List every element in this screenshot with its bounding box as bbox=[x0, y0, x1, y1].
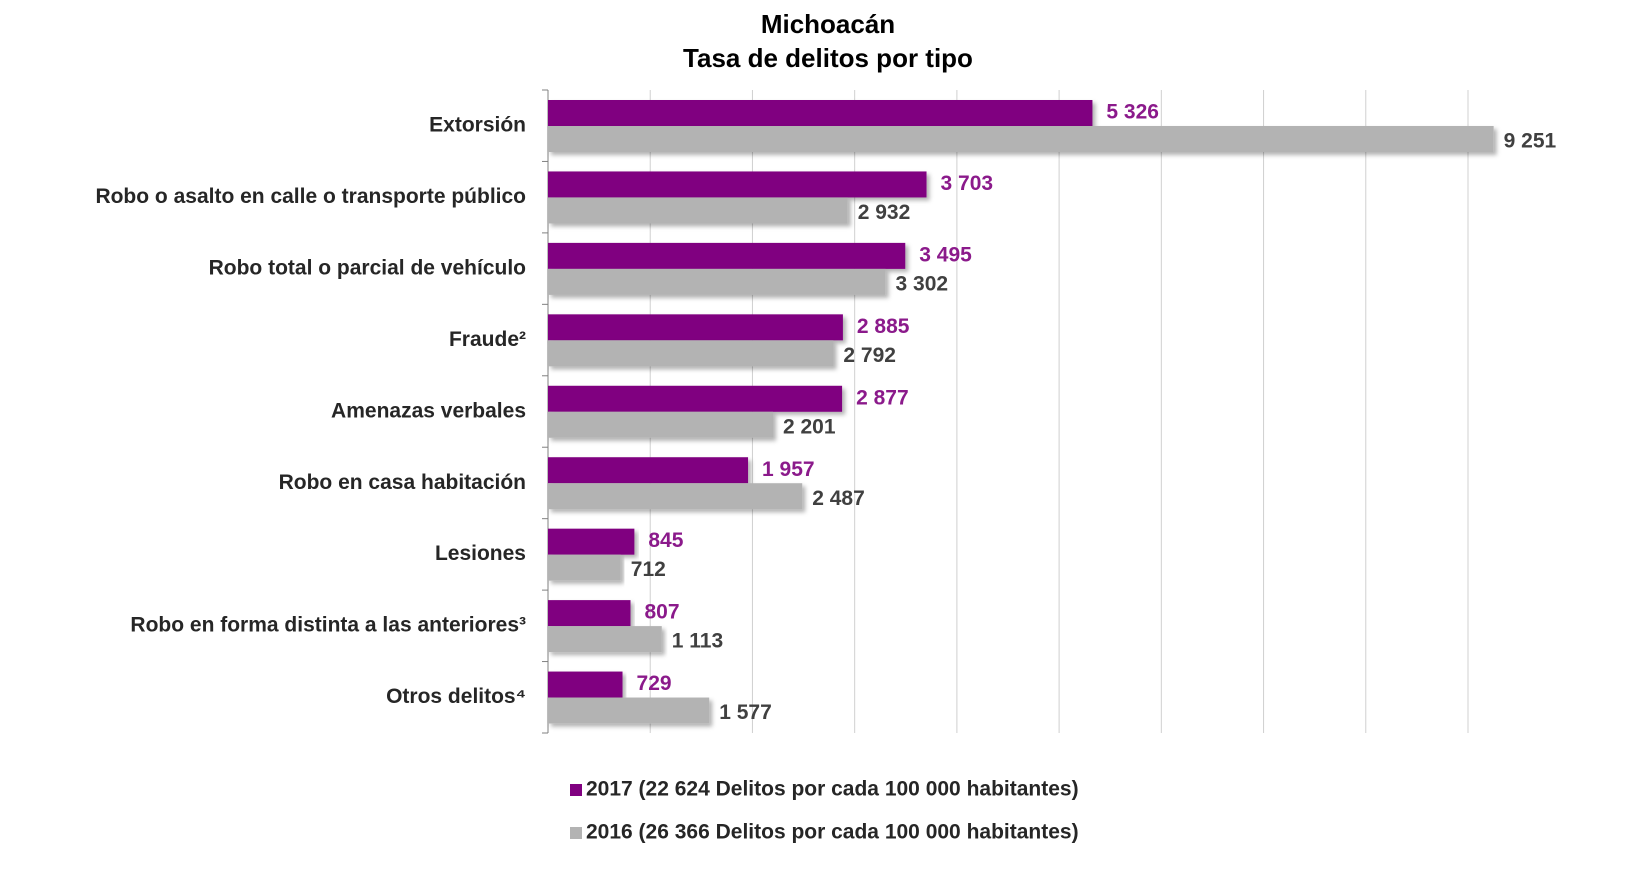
data-label: 712 bbox=[631, 558, 666, 581]
y-tick-label: Otros delitos⁴ bbox=[386, 685, 526, 708]
y-tick-label: Robo en casa habitación bbox=[279, 471, 526, 494]
data-label: 807 bbox=[644, 601, 679, 624]
y-tick-label: Robo o asalto en calle o transporte públ… bbox=[95, 185, 526, 208]
y-tick-label: Lesiones bbox=[435, 542, 526, 565]
chart-title: Michoacán bbox=[761, 9, 895, 39]
bar bbox=[548, 126, 1494, 152]
data-label: 845 bbox=[648, 529, 683, 552]
bar bbox=[548, 528, 635, 555]
bar bbox=[548, 600, 631, 627]
bar bbox=[548, 268, 886, 295]
bar bbox=[548, 554, 621, 581]
data-label: 2 487 bbox=[812, 487, 865, 510]
data-label: 2 201 bbox=[783, 415, 836, 438]
bar bbox=[548, 197, 848, 224]
y-tick-label: Amenazas verbales bbox=[331, 399, 526, 422]
data-label: 3 302 bbox=[896, 272, 949, 295]
data-label: 2 792 bbox=[843, 344, 896, 367]
y-tick-label: Extorsión bbox=[429, 114, 526, 137]
bar bbox=[548, 411, 773, 438]
data-label: 2 877 bbox=[856, 386, 909, 409]
y-tick-label: Robo total o parcial de vehículo bbox=[209, 256, 526, 279]
bar bbox=[548, 385, 843, 412]
y-tick-label: Robo en forma distinta a las anteriores³ bbox=[130, 614, 526, 637]
legend-swatch bbox=[570, 784, 582, 796]
data-label: 2 885 bbox=[857, 315, 910, 338]
data-label: 9 251 bbox=[1504, 130, 1557, 153]
chart-subtitle: Tasa de delitos por tipo bbox=[683, 43, 973, 73]
bar bbox=[548, 626, 662, 653]
bar bbox=[548, 671, 623, 698]
data-label: 3 703 bbox=[941, 172, 994, 195]
bar bbox=[548, 457, 749, 484]
data-label: 5 326 bbox=[1106, 101, 1159, 124]
bar bbox=[548, 242, 906, 269]
bar bbox=[548, 100, 1093, 126]
bar bbox=[548, 340, 834, 367]
bar bbox=[548, 171, 927, 198]
data-label: 1 113 bbox=[672, 630, 723, 653]
bar bbox=[548, 697, 710, 724]
data-label: 3 495 bbox=[919, 243, 972, 266]
legend-swatch bbox=[570, 827, 582, 839]
data-label: 2 932 bbox=[858, 201, 911, 224]
bar bbox=[548, 483, 803, 510]
bar bbox=[548, 314, 843, 341]
data-label: 1 957 bbox=[762, 458, 815, 481]
legend-label: 2017 (22 624 Delitos por cada 100 000 ha… bbox=[586, 778, 1079, 801]
data-label: 729 bbox=[637, 672, 672, 695]
legend-label: 2016 (26 366 Delitos por cada 100 000 ha… bbox=[586, 821, 1079, 844]
data-label: 1 577 bbox=[719, 701, 772, 724]
y-tick-label: Fraude² bbox=[449, 328, 526, 351]
